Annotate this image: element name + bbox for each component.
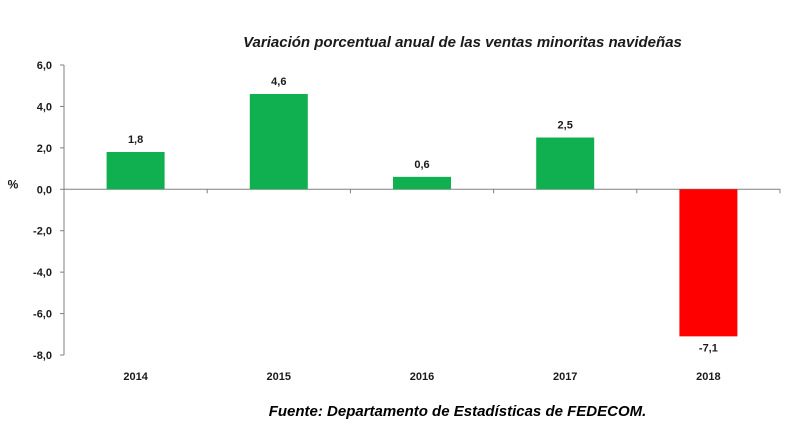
y-tick-label: 6,0 (37, 60, 52, 72)
y-tick-label: -8,0 (33, 350, 52, 362)
bar-2017 (536, 137, 595, 190)
bar-2016 (393, 176, 451, 190)
chart-title: Variación porcentual anual de las ventas… (243, 34, 682, 51)
source-note: Fuente: Departamento de Estadísticas de … (268, 403, 647, 420)
x-tick-label: 2016 (410, 371, 434, 383)
x-tick-label: 2015 (267, 371, 291, 383)
x-tick-label: 2014 (123, 371, 148, 383)
x-tick-label: 2017 (553, 371, 577, 383)
data-label: 4,6 (271, 76, 286, 88)
y-axis-label: % (8, 177, 19, 191)
y-tick-label: 4,0 (37, 101, 52, 113)
data-label: 0,6 (414, 159, 429, 171)
y-tick-label: 2,0 (37, 143, 52, 155)
x-tick-label: 2018 (696, 371, 720, 383)
bar-2014 (106, 152, 165, 190)
y-tick-label: -2,0 (33, 226, 52, 238)
bar-2018 (679, 189, 738, 337)
labels: 2014 1,8 2015 4,6 2016 0,6 2017 2,5 2018 -7,1 (123, 76, 720, 383)
bars (106, 94, 738, 337)
axes: 6,0 4,0 2,0 0,0 -2,0 -4,0 -6,0 -8,0% (8, 60, 781, 362)
data-label: 2,5 (558, 120, 573, 132)
y-tick-label: 0,0 (37, 184, 52, 196)
y-tick-label: -4,0 (33, 267, 52, 279)
data-label: -7,1 (699, 342, 718, 354)
bar-2015 (249, 94, 308, 190)
y-tick-label: -6,0 (33, 309, 52, 321)
data-label: 1,8 (128, 134, 143, 146)
